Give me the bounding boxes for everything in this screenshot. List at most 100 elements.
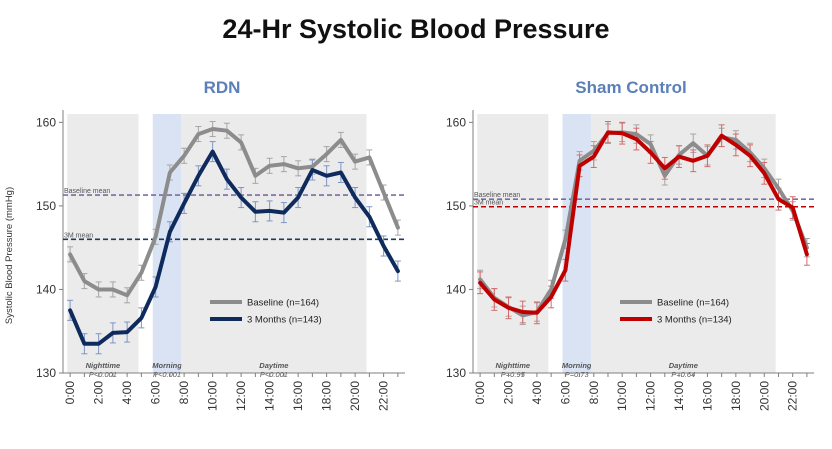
series-baseline-point (140, 271, 143, 274)
series-baseline-point (126, 294, 128, 297)
series-baseline-point (297, 167, 299, 170)
series-baseline-point (254, 175, 257, 177)
series-3-months-point (735, 144, 737, 146)
series-3-months-point (692, 159, 695, 162)
chart-title: Sham Control (575, 78, 686, 97)
series-baseline-point (578, 159, 581, 162)
series-3-months-point (154, 286, 157, 288)
x-tick-label: 2:00 (502, 381, 516, 405)
series-baseline-point (382, 191, 385, 194)
y-tick-label: 130 (36, 366, 56, 380)
y-tick-label: 140 (36, 282, 56, 296)
series-3-months-line (478, 130, 809, 315)
x-tick-label: 6:00 (558, 381, 572, 405)
band-nighttime (67, 114, 139, 373)
band-label-nighttime: Nighttime (495, 361, 530, 370)
x-tick-label: 16:00 (291, 381, 305, 411)
y-tick-label: 150 (446, 199, 466, 213)
series-baseline-point (183, 154, 185, 157)
x-tick-label: 4:00 (120, 381, 134, 405)
series-3-months-point (140, 317, 143, 319)
series-baseline-point (368, 156, 371, 159)
series-baseline-point (592, 149, 595, 152)
reference-label-3m-mean: 3M mean (474, 200, 503, 207)
series-baseline-point (479, 278, 481, 281)
x-tick-label: 16:00 (700, 381, 714, 411)
legend-label-baseline: Baseline (n=164) (247, 298, 319, 309)
x-tick-label: 0:00 (473, 381, 487, 405)
x-tick-label: 14:00 (263, 381, 277, 411)
series-baseline-point (735, 139, 737, 141)
series-baseline-point (69, 253, 71, 256)
series-3-months-point (564, 269, 567, 272)
series-3-months-point (507, 307, 510, 309)
band-p-value-morning: P=0.73 (565, 370, 590, 379)
series-3-months-point (340, 171, 342, 174)
y-tick-label: 160 (36, 115, 56, 129)
series-baseline-point (692, 142, 695, 145)
legend-label-baseline: Baseline (n=164) (657, 298, 729, 309)
series-3-months-point (678, 155, 680, 158)
series-3-months-point (311, 169, 314, 171)
series-baseline-point (240, 141, 242, 144)
series-baseline-point (226, 129, 228, 132)
x-tick-label: 12:00 (644, 381, 658, 411)
reference-label-baseline-mean: Baseline mean (474, 192, 520, 199)
page-title: 24-Hr Systolic Blood Pressure (222, 14, 610, 44)
series-baseline-point (550, 288, 552, 291)
series-3-months-point (649, 151, 652, 154)
series-3-months-point (211, 150, 214, 153)
x-tick-label: 22:00 (786, 381, 800, 411)
series-baseline-point (97, 288, 100, 291)
series-3-months-point (397, 270, 399, 272)
band-p-value-daytime: P=0.64 (671, 370, 695, 379)
chart-title: RDN (204, 78, 241, 97)
series-3-months-point (297, 196, 299, 199)
band-label-daytime: Daytime (259, 361, 288, 370)
series-3-months-point (578, 165, 581, 167)
series-3-months-point (479, 281, 481, 284)
series-3-months-point (97, 342, 100, 345)
series-baseline-point (664, 175, 666, 177)
series-baseline-point (649, 143, 652, 145)
series-baseline-point (635, 133, 638, 135)
series-3-months-point (763, 172, 766, 175)
y-axis-label: Systolic Blood Pressure (mmHg) (4, 187, 15, 324)
band-p-value-nighttime: P<0.001 (89, 370, 117, 379)
series-baseline-point (154, 236, 157, 238)
x-tick-label: 10:00 (615, 381, 629, 411)
series-3-months-point (664, 167, 666, 170)
series-3-months-point (493, 298, 496, 301)
x-tick-label: 4:00 (530, 381, 544, 405)
series-3-months-point (607, 131, 609, 134)
rdn-chart: NighttimeP<0.001MorningP<0.001DaytimeP<0… (4, 78, 405, 411)
legend-label-3-months: 3 Months (n=134) (657, 315, 732, 326)
band-daytime (181, 114, 367, 373)
series-baseline-point (354, 160, 356, 163)
x-tick-label: 12:00 (234, 381, 248, 411)
band-morning (562, 114, 591, 373)
series-3-months-point (382, 245, 385, 247)
series-baseline-line (68, 127, 400, 298)
series-3-months-point (169, 231, 171, 233)
x-tick-label: 20:00 (348, 381, 362, 411)
series-3-months-point (791, 206, 794, 209)
band-p-value-nighttime: P=0.95 (501, 370, 526, 379)
series-3-months-point (254, 210, 257, 213)
series-3-months-point (354, 196, 356, 199)
legend-label-3-months: 3 Months (n=143) (247, 315, 322, 326)
band-p-value-morning: P<0.001 (153, 370, 181, 379)
series-3-months-point (83, 342, 86, 345)
reference-label-baseline-mean: Baseline mean (64, 188, 110, 195)
x-tick-label: 6:00 (149, 381, 163, 405)
series-3-months-point (283, 211, 285, 214)
series-baseline-point (311, 165, 314, 168)
series-3-months-point (749, 154, 751, 157)
series-3-months-line (68, 149, 400, 346)
series-baseline-point (763, 167, 766, 170)
series-baseline-point (83, 280, 86, 282)
series-baseline-point (564, 238, 567, 241)
series-baseline-point (169, 171, 171, 174)
x-tick-label: 2:00 (92, 381, 106, 405)
